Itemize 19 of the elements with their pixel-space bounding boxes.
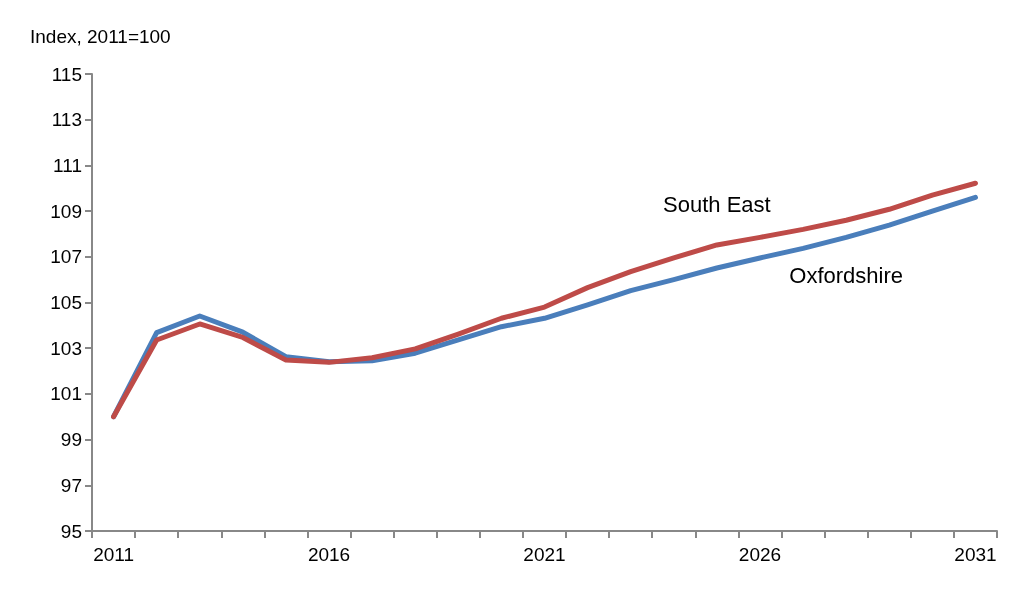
y-tick-label: 101 bbox=[50, 383, 82, 405]
y-tick-label: 95 bbox=[60, 520, 82, 542]
y-tick-label: 111 bbox=[53, 154, 82, 176]
y-tick-label: 99 bbox=[60, 429, 82, 451]
series-label: Oxfordshire bbox=[789, 262, 904, 288]
y-tick-label: 115 bbox=[51, 63, 82, 85]
x-tick-label: 2016 bbox=[307, 544, 351, 565]
series-label: South East bbox=[663, 192, 771, 218]
y-tick-label: 113 bbox=[51, 109, 82, 131]
y-tick-label: 109 bbox=[50, 200, 82, 222]
y-tick-label: 97 bbox=[60, 474, 82, 496]
y-tick-label: 103 bbox=[50, 337, 82, 359]
y-axis-title: Index, 2011=100 bbox=[30, 26, 171, 47]
x-tick-label: 2026 bbox=[738, 544, 782, 565]
y-tick-label: 107 bbox=[50, 246, 82, 268]
y-tick-label: 105 bbox=[50, 292, 82, 313]
x-tick-label: 2011 bbox=[93, 544, 134, 565]
x-tick-label: 2021 bbox=[523, 544, 566, 565]
x-tick-label: 2031 bbox=[954, 544, 997, 565]
